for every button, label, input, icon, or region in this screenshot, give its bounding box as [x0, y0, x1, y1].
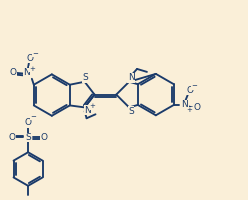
- Text: −: −: [192, 83, 197, 89]
- Text: N: N: [128, 73, 134, 82]
- Text: N: N: [84, 106, 91, 115]
- Text: O: O: [186, 86, 193, 95]
- Text: O: O: [26, 54, 33, 63]
- Text: S: S: [25, 133, 31, 142]
- Text: −: −: [32, 51, 38, 57]
- Text: N: N: [24, 68, 30, 77]
- Text: N: N: [181, 100, 188, 109]
- Text: O: O: [9, 133, 16, 142]
- Text: O: O: [40, 133, 47, 142]
- Text: +: +: [187, 107, 192, 113]
- Text: +: +: [90, 103, 95, 109]
- Text: O: O: [193, 103, 200, 112]
- Text: S: S: [128, 107, 134, 116]
- Text: S: S: [83, 73, 89, 82]
- Text: −: −: [30, 114, 36, 120]
- Text: O: O: [10, 68, 17, 77]
- Text: +: +: [29, 66, 35, 72]
- Text: O: O: [25, 118, 31, 127]
